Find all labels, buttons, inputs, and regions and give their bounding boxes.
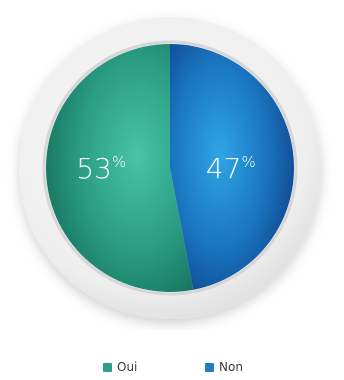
pie-slice-non — [170, 44, 294, 290]
legend-item-oui: Oui — [103, 360, 137, 374]
pie-chart: 47% 53% — [19, 17, 321, 319]
legend: Oui Non — [0, 360, 344, 376]
legend-label-non: Non — [219, 360, 243, 374]
legend-swatch-non — [205, 362, 214, 372]
pie-slice-oui — [45, 44, 194, 293]
pct-label-non: 47% — [206, 152, 256, 185]
legend-label-oui: Oui — [117, 360, 138, 374]
inner-rim — [42, 40, 298, 296]
legend-swatch-oui — [103, 362, 112, 372]
legend-item-non: Non — [205, 360, 243, 374]
pct-label-oui: 53% — [76, 152, 126, 185]
